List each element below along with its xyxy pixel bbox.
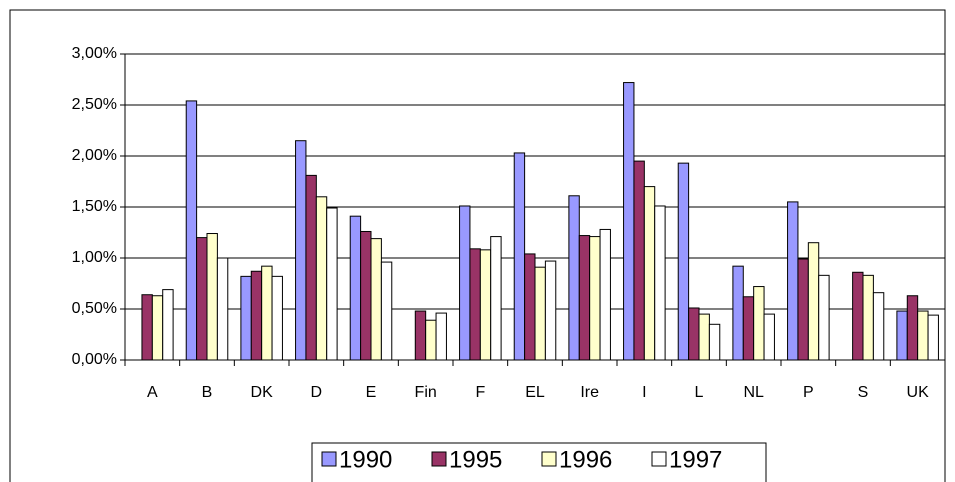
bar [917,310,929,361]
legend-label: 1990 [339,446,392,473]
x-tick-label: S [858,384,869,401]
bar [326,207,338,361]
chart-frame [9,9,946,482]
bar [250,270,263,361]
y-tick-label: 2,50% [72,96,117,113]
x-tick-label: EL [525,384,545,401]
bar [490,236,502,361]
bar [425,319,437,361]
legend-swatch [651,451,667,467]
bar [295,140,307,361]
bar [643,186,656,361]
bar [578,235,591,361]
bar [185,100,198,361]
bar [906,295,919,361]
bar [896,310,908,361]
bar [370,238,382,361]
legend-label: 1996 [559,446,612,473]
bar [807,242,820,361]
bar [862,274,874,361]
x-tick-label: D [311,384,323,401]
bar [360,230,372,361]
bar [151,295,164,361]
bar [469,248,481,361]
bar [677,162,690,361]
bar [797,258,809,361]
bar [698,313,710,361]
bar [162,289,174,361]
bar [654,205,666,361]
bar [623,82,635,361]
x-tick-label: Fin [415,384,437,401]
bar [732,265,744,361]
legend-swatch [321,451,337,467]
y-tick-label: 0,00% [72,351,117,368]
y-tick-label: 3,00% [72,45,117,62]
x-tick-label: UK [907,384,930,401]
x-tick-label: Ire [580,384,599,401]
legend-swatch [431,451,447,467]
bar [599,228,611,361]
bar [568,195,580,361]
y-tick-label: 1,50% [72,198,117,215]
legend-swatch [541,451,557,467]
bar [742,296,755,361]
bar [479,249,492,361]
x-tick-label: I [642,384,646,401]
bar [633,160,645,361]
x-tick-label: B [202,384,213,401]
bar [544,260,557,361]
x-tick-label: L [695,384,704,401]
x-tick-label: E [366,384,377,401]
bar [753,286,765,361]
bar [271,275,283,361]
legend-label: 1997 [669,446,722,473]
bar [315,196,328,361]
bar [414,310,427,361]
y-tick-label: 0,50% [72,300,117,317]
bar [305,174,317,361]
bar [708,323,721,361]
bar [688,307,700,361]
y-tick-label: 1,00% [72,249,117,266]
bar [240,275,252,361]
bar [589,236,601,361]
x-tick-label: NL [743,384,764,401]
bar [872,292,885,361]
bar [787,201,799,361]
x-tick-label: A [147,384,158,401]
bar [261,265,273,361]
x-tick-label: F [475,384,485,401]
bar [763,313,775,361]
y-tick-label: 2,00% [72,147,117,164]
bar [206,233,218,361]
bar [196,237,208,361]
bar [216,257,229,361]
bar [380,261,393,361]
bar [524,253,536,361]
bar [513,152,526,361]
bar [435,312,447,361]
bar [534,266,546,361]
bar [459,205,471,361]
x-tick-label: P [803,384,814,401]
bar [818,274,830,361]
x-tick-label: DK [251,384,274,401]
legend-box [311,442,767,482]
bar [349,215,362,361]
legend-label: 1995 [449,446,502,473]
bar [141,294,153,361]
bar [852,271,864,361]
bar [927,314,939,361]
